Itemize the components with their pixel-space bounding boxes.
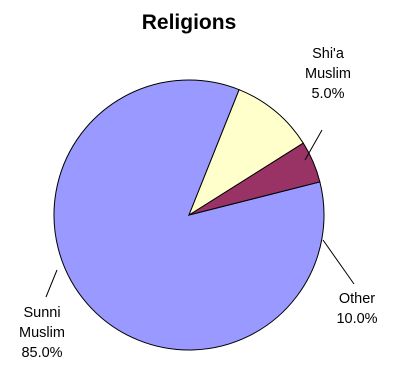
leader-line-other [322,239,355,285]
category-label-other: Other [339,291,375,307]
chart-title: Religions [142,11,237,34]
category-label-sunni: Sunni [23,305,60,321]
pie-labels: Sunni Muslim 85.0% Shi'a Muslim 5.0% Other 10.0… [19,46,378,361]
pie-slices [53,79,325,351]
value-label-shia: 5.0% [311,86,344,102]
value-label-other: 10.0% [336,311,377,327]
value-label-sunni: 85.0% [21,345,62,361]
category-label-sunni: Muslim [19,325,65,341]
pie-slice-other [187,89,304,217]
category-label-shia: Shi'a [312,46,345,62]
leader-line-sunni [45,269,58,298]
leader-line-shia [304,129,323,161]
category-label-shia: Muslim [305,66,351,82]
